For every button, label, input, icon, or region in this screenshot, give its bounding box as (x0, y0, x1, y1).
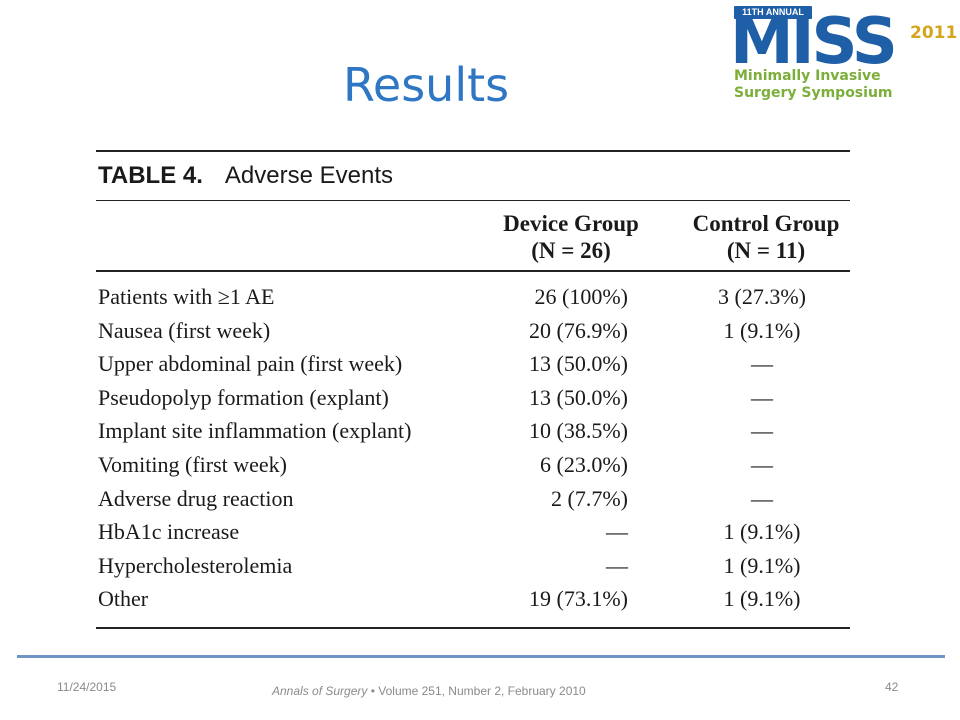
slide-title: Results (343, 58, 510, 112)
table-row: Other 19 (73.1%) 1 (9.1%) (96, 582, 850, 616)
table-row: Vomiting (first week) 6 (23.0%) — (96, 448, 850, 482)
footer-citation-details: • Volume 251, Number 2, February 2010 (367, 684, 586, 698)
footer-citation: Annals of Surgery • Volume 251, Number 2… (272, 684, 586, 698)
control-value: — (751, 384, 773, 410)
device-value: 2 (7.7%) (551, 485, 628, 511)
control-value: — (751, 485, 773, 511)
footer-divider (17, 655, 945, 658)
header-rule (96, 270, 850, 272)
device-value: 26 (100%) (534, 284, 628, 309)
table-row: Implant site inflammation (explant) 10 (… (96, 414, 850, 448)
device-value: — (606, 519, 628, 545)
caption-rule (96, 200, 850, 201)
logo-subtitle-line1: Minimally Invasive (734, 68, 881, 84)
logo-banner: 11TH ANNUAL (734, 6, 812, 19)
control-value: 1 (9.1%) (723, 519, 801, 545)
row-label: Implant site inflammation (explant) (98, 418, 412, 444)
device-value: 10 (38.5%) (529, 418, 628, 444)
row-label: Nausea (first week) (98, 317, 271, 343)
control-value: 1 (9.1%) (723, 552, 801, 578)
logo-subtitle: Minimally Invasive Surgery Symposium (734, 68, 893, 102)
footer-page-number: 42 (885, 680, 899, 694)
row-label: HbA1c increase (98, 519, 240, 545)
column-header-device-n: (N = 26) (531, 238, 611, 263)
row-label: Patients with ≥1 AE (98, 284, 275, 309)
table-caption-number: TABLE 4. (98, 162, 203, 189)
table-row: Nausea (first week) 20 (76.9%) 1 (9.1%) (96, 314, 850, 348)
column-header-control-name: Control Group (692, 211, 840, 236)
control-value: 1 (9.1%) (723, 586, 801, 612)
control-value: 3 (27.3%) (718, 284, 806, 309)
row-label: Upper abdominal pain (first week) (98, 351, 403, 377)
table-caption-title: Adverse Events (224, 162, 393, 189)
device-value: 6 (23.0%) (540, 451, 628, 477)
row-label: Other (98, 586, 149, 612)
footer-date: 11/24/2015 (57, 680, 117, 694)
footer-journal: Annals of Surgery (272, 684, 368, 698)
table-row: Pseudopolyp formation (explant) 13 (50.0… (96, 381, 850, 415)
logo-year: 2011 (910, 23, 958, 43)
table-caption: TABLE 4. Adverse Events (98, 162, 393, 190)
table-row: HbA1c increase — 1 (9.1%) (96, 515, 850, 549)
logo-subtitle-line2: Surgery Symposium (734, 85, 893, 101)
control-value: 1 (9.1%) (723, 317, 801, 343)
table-row: Hypercholesterolemia — 1 (9.1%) (96, 549, 850, 583)
row-label: Vomiting (first week) (98, 451, 288, 477)
table-body: Patients with ≥1 AE 26 (100%) 3 (27.3%) … (96, 280, 850, 616)
row-label: Pseudopolyp formation (explant) (98, 384, 389, 410)
device-value: 13 (50.0%) (529, 351, 628, 377)
device-value: 19 (73.1%) (529, 586, 628, 612)
control-value: — (751, 351, 773, 377)
column-header-device-name: Device Group (503, 211, 639, 236)
table-row: Adverse drug reaction 2 (7.7%) — (96, 482, 850, 516)
control-value: — (751, 451, 773, 477)
table-top-rule (96, 150, 850, 152)
device-value: — (606, 552, 628, 578)
column-header-control-n: (N = 11) (726, 238, 806, 263)
table-row: Upper abdominal pain (first week) 13 (50… (96, 347, 850, 381)
column-header-control-group: Control Group (N = 11) (680, 210, 852, 264)
miss-2011-logo: 11TH ANNUAL MISS 2011 Minimally Invasive… (730, 5, 958, 106)
row-label: Adverse drug reaction (98, 485, 294, 511)
control-value: — (751, 418, 773, 444)
table-bottom-rule (96, 627, 850, 629)
table-row: Patients with ≥1 AE 26 (100%) 3 (27.3%) (96, 280, 850, 314)
column-header-device-group: Device Group (N = 26) (486, 210, 656, 264)
logo-name: MISS (730, 5, 898, 79)
device-value: 13 (50.0%) (529, 384, 628, 410)
device-value: 20 (76.9%) (529, 317, 628, 343)
row-label: Hypercholesterolemia (98, 552, 293, 578)
